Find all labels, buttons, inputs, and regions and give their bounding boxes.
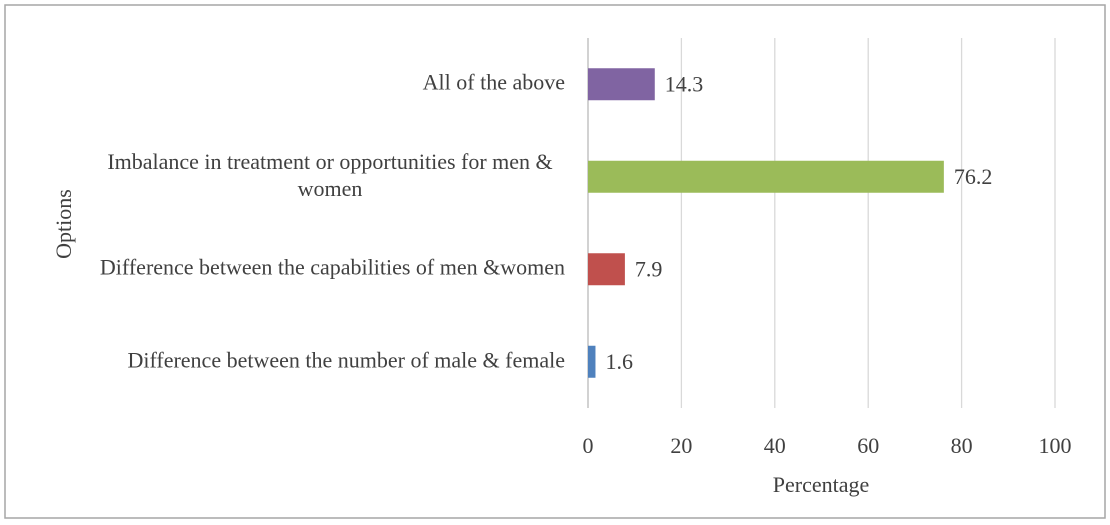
x-tick-label: 40 [764, 433, 786, 458]
y-tick-label: Difference between the capabilities of m… [99, 254, 565, 280]
y-tick-label-box: Difference between the number of male & … [45, 346, 565, 373]
value-label: 76.2 [954, 164, 993, 189]
x-tick-label: 20 [670, 433, 692, 458]
y-tick-label-box: All of the above [45, 69, 565, 96]
y-tick-label-box: Imbalance in treatment or opportunities … [45, 148, 565, 202]
x-tick-label: 80 [951, 433, 973, 458]
x-tick-label: 0 [583, 433, 594, 458]
x-axis-title: Percentage [773, 472, 870, 497]
y-axis-title: Options [51, 189, 76, 259]
bar [588, 253, 625, 286]
value-label: 1.6 [605, 349, 633, 374]
x-tick-label: 100 [1039, 433, 1072, 458]
bar [588, 68, 655, 101]
value-label: 14.3 [665, 71, 704, 96]
y-tick-label: All of the above [422, 69, 565, 95]
chart-border [4, 4, 1106, 519]
y-tick-label: Difference between the number of male & … [127, 347, 565, 373]
value-label: 7.9 [635, 256, 663, 281]
bar [588, 345, 596, 378]
y-tick-label: Imbalance in treatment or opportunities … [107, 148, 553, 201]
y-tick-label-box: Difference between the capabilities of m… [45, 254, 565, 281]
x-tick-label: 60 [857, 433, 879, 458]
bar [588, 160, 944, 193]
